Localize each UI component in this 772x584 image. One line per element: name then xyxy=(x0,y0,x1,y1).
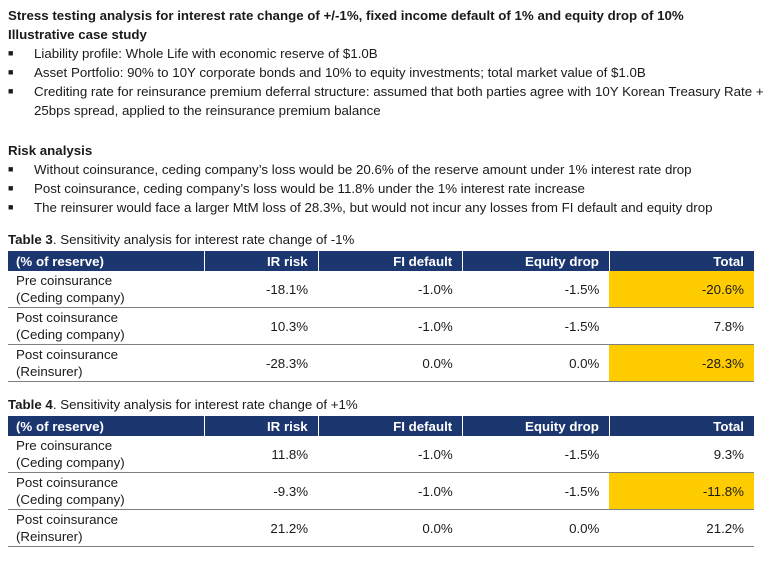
row-label-line2: (Ceding company) xyxy=(16,290,125,305)
row-label: Post coinsurance (Reinsurer) xyxy=(8,509,205,547)
row-label-line2: (Ceding company) xyxy=(16,455,125,470)
table-cell: -1.0% xyxy=(318,271,463,308)
row-label-line1: Post coinsurance xyxy=(16,512,118,527)
page-title: Stress testing analysis for interest rat… xyxy=(8,8,684,23)
table-header-row: (% of reserve) IR risk FI default Equity… xyxy=(8,251,754,271)
square-bullet-icon: ■ xyxy=(8,202,14,212)
table-cell: 10.3% xyxy=(204,307,319,345)
square-bullet-icon: ■ xyxy=(8,67,14,77)
column-header: IR risk xyxy=(204,416,319,436)
table-cell: 0.0% xyxy=(462,509,610,547)
table-row: Post coinsurance (Reinsurer) -28.3% 0.0% … xyxy=(8,344,754,382)
table3-caption-label: Table 3 xyxy=(8,232,53,247)
table-cell: -1.5% xyxy=(462,271,610,308)
list-item-text: Crediting rate for reinsurance premium d… xyxy=(34,84,764,118)
list-item: ■ Liability profile: Whole Life with econ… xyxy=(8,44,764,63)
row-label-line2: (Reinsurer) xyxy=(16,364,83,379)
row-label-line2: (Reinsurer) xyxy=(16,529,83,544)
row-label-line1: Post coinsurance xyxy=(16,475,118,490)
list-item: ■ Post coinsurance, ceding company’s loss… xyxy=(8,179,764,198)
total-cell: -28.3% xyxy=(609,344,754,382)
square-bullet-icon: ■ xyxy=(8,183,14,193)
table4-caption: Table 4. Sensitivity analysis for intere… xyxy=(8,396,764,414)
table-row: Post coinsurance (Ceding company) 10.3% -… xyxy=(8,307,754,345)
column-header: Total xyxy=(609,416,754,436)
table-cell: -9.3% xyxy=(204,472,319,510)
table-row: Pre coinsurance (Ceding company) 11.8% -1… xyxy=(8,436,754,473)
table-cell: -1.5% xyxy=(462,472,610,510)
risk-analysis-list: ■ Without coinsurance, ceding company’s l… xyxy=(8,160,764,217)
square-bullet-icon: ■ xyxy=(8,48,14,58)
table-row: Post coinsurance (Ceding company) -9.3% -… xyxy=(8,472,754,510)
table-cell: -1.5% xyxy=(462,307,610,345)
document-page: Stress testing analysis for interest rat… xyxy=(8,8,764,547)
row-label-line1: Pre coinsurance xyxy=(16,438,113,453)
list-item-text: Asset Portfolio: 90% to 10Y corporate bo… xyxy=(34,65,646,80)
list-item: ■ The reinsurer would face a larger MtM l… xyxy=(8,198,764,217)
row-label-line1: Post coinsurance xyxy=(16,347,118,362)
table3-caption-text: . Sensitivity analysis for interest rate… xyxy=(52,232,355,247)
table-row: Post coinsurance (Reinsurer) 21.2% 0.0% 0… xyxy=(8,509,754,547)
risk-analysis-heading: Risk analysis xyxy=(8,143,93,158)
table3-caption: Table 3. Sensitivity analysis for intere… xyxy=(8,231,764,249)
row-label-line2: (Ceding company) xyxy=(16,327,125,342)
table4-caption-text: . Sensitivity analysis for interest rate… xyxy=(52,397,358,412)
list-item-text: The reinsurer would face a larger MtM lo… xyxy=(34,200,713,215)
table-cell: -28.3% xyxy=(204,344,319,382)
list-item: ■ Crediting rate for reinsurance premium … xyxy=(8,82,764,120)
total-cell: 7.8% xyxy=(609,307,754,345)
column-header: (% of reserve) xyxy=(8,416,206,436)
list-item-text: Liability profile: Whole Life with econo… xyxy=(34,46,378,61)
table-cell: -1.0% xyxy=(318,307,463,345)
table-cell: 21.2% xyxy=(204,509,319,547)
column-header: FI default xyxy=(318,416,464,436)
column-header: Total xyxy=(609,251,754,271)
column-header: (% of reserve) xyxy=(8,251,206,271)
column-header: Equity drop xyxy=(462,251,610,271)
row-label-line1: Post coinsurance xyxy=(16,310,118,325)
case-study-heading: Illustrative case study xyxy=(8,27,147,42)
row-label: Post coinsurance (Ceding company) xyxy=(8,307,205,345)
square-bullet-icon: ■ xyxy=(8,164,14,174)
table-cell: 0.0% xyxy=(318,509,463,547)
table-cell: -1.0% xyxy=(318,436,463,473)
table-cell: -1.0% xyxy=(318,472,463,510)
table-cell: 11.8% xyxy=(204,436,319,473)
total-cell: -20.6% xyxy=(609,271,754,308)
table-cell: 0.0% xyxy=(462,344,610,382)
column-header: Equity drop xyxy=(462,416,610,436)
row-label: Pre coinsurance (Ceding company) xyxy=(8,436,205,473)
table-cell: 0.0% xyxy=(318,344,463,382)
row-label-line1: Pre coinsurance xyxy=(16,273,113,288)
case-study-list: ■ Liability profile: Whole Life with econ… xyxy=(8,44,764,120)
list-item-text: Without coinsurance, ceding company’s lo… xyxy=(34,162,692,177)
list-item: ■ Asset Portfolio: 90% to 10Y corporate b… xyxy=(8,63,764,82)
table-header-row: (% of reserve) IR risk FI default Equity… xyxy=(8,416,754,436)
table4-caption-label: Table 4 xyxy=(8,397,53,412)
table4: (% of reserve) IR risk FI default Equity… xyxy=(8,416,754,547)
column-header: FI default xyxy=(318,251,464,271)
list-item: ■ Without coinsurance, ceding company’s l… xyxy=(8,160,764,179)
row-label: Pre coinsurance (Ceding company) xyxy=(8,271,205,308)
table3: (% of reserve) IR risk FI default Equity… xyxy=(8,251,754,382)
total-cell: 21.2% xyxy=(609,509,754,547)
row-label-line2: (Ceding company) xyxy=(16,492,125,507)
row-label: Post coinsurance (Ceding company) xyxy=(8,472,205,510)
column-header: IR risk xyxy=(204,251,319,271)
row-label: Post coinsurance (Reinsurer) xyxy=(8,344,205,382)
table-cell: -1.5% xyxy=(462,436,610,473)
square-bullet-icon: ■ xyxy=(8,86,14,96)
list-item-text: Post coinsurance, ceding company’s loss … xyxy=(34,181,585,196)
table-row: Pre coinsurance (Ceding company) -18.1% -… xyxy=(8,271,754,308)
total-cell: 9.3% xyxy=(609,436,754,473)
table-cell: -18.1% xyxy=(204,271,319,308)
total-cell: -11.8% xyxy=(609,472,754,510)
